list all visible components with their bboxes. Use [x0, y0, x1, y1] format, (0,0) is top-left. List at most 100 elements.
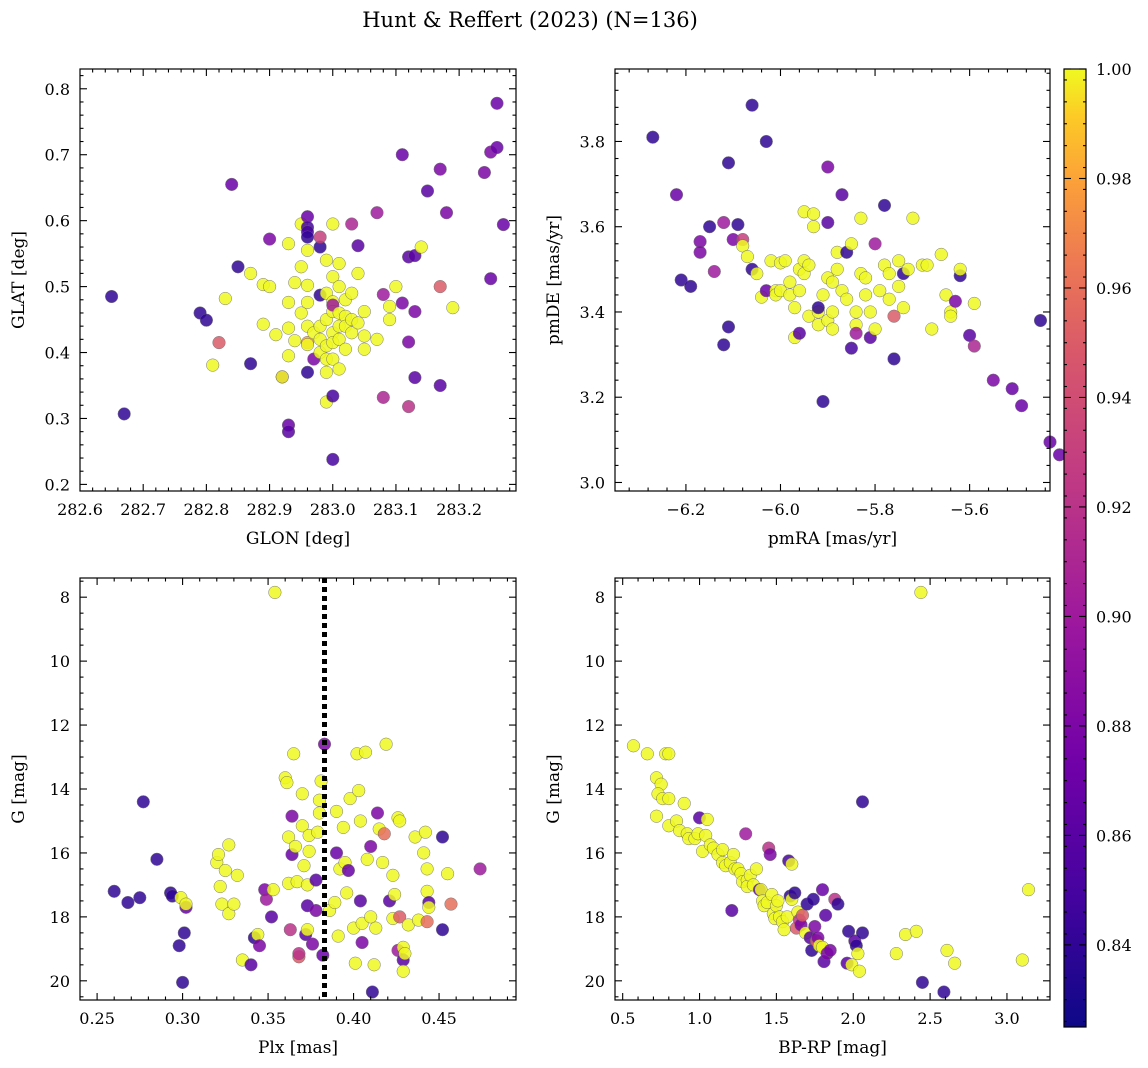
- y-tick-label: 0.2: [45, 475, 70, 494]
- data-point: [302, 844, 316, 858]
- data-point: [444, 897, 458, 911]
- data-point: [244, 958, 258, 972]
- data-point: [244, 357, 258, 371]
- data-point: [892, 279, 906, 293]
- x-tick-label: 282.6: [57, 500, 103, 519]
- data-point: [244, 266, 258, 280]
- data-point: [892, 254, 906, 268]
- data-point: [726, 847, 740, 862]
- x-axis-label: BP-RP [mag]: [778, 1038, 887, 1058]
- data-point: [707, 264, 721, 279]
- data-point: [1015, 953, 1029, 967]
- data-point: [172, 939, 186, 953]
- data-point: [300, 365, 315, 379]
- data-point: [1021, 883, 1036, 897]
- data-point: [133, 891, 147, 905]
- data-point: [264, 910, 279, 924]
- x-tick-label: 0.45: [421, 1009, 457, 1028]
- data-point: [222, 838, 236, 852]
- y-tick-label: 3.0: [580, 473, 605, 492]
- data-point: [750, 267, 764, 281]
- subplots: 282.6 282.7 282.8 282.9 283.0 283.1 283.2 0.2 0.…: [9, 68, 1067, 1058]
- y-axis-label: pmDE [mas/yr]: [544, 215, 564, 345]
- data-point: [717, 338, 731, 352]
- data-point: [823, 943, 837, 957]
- data-point: [669, 188, 684, 202]
- data-point: [906, 211, 920, 225]
- data-point: [778, 254, 792, 268]
- y-tick-label: 16: [585, 844, 605, 863]
- data-point: [295, 819, 309, 833]
- data-point: [490, 96, 504, 110]
- data-point: [305, 937, 320, 951]
- y-axis-label: G [mag]: [9, 754, 29, 823]
- data-point: [420, 184, 435, 198]
- x-tick-label: −5.8: [856, 500, 895, 519]
- data-point: [300, 230, 315, 244]
- data-point: [396, 964, 410, 978]
- data-point: [740, 250, 754, 264]
- scatter-points: [626, 585, 1036, 999]
- data-point: [849, 326, 863, 340]
- data-point: [821, 160, 835, 174]
- data-point: [282, 830, 296, 844]
- data-point: [351, 266, 365, 280]
- y-tick-label: 18: [50, 908, 70, 927]
- data-point: [285, 809, 299, 823]
- data-point: [420, 884, 434, 898]
- data-point: [807, 220, 821, 234]
- data-point: [367, 958, 381, 972]
- data-point: [700, 812, 714, 826]
- data-point: [230, 868, 244, 882]
- data-point: [105, 289, 119, 304]
- data-point: [402, 400, 416, 414]
- data-point: [179, 897, 193, 911]
- scatter-points: [646, 98, 1067, 462]
- data-point: [300, 338, 315, 352]
- data-point: [177, 926, 191, 940]
- data-point: [662, 747, 676, 761]
- data-point: [365, 985, 379, 999]
- data-point: [854, 211, 868, 225]
- data-point: [859, 288, 873, 302]
- data-point: [901, 262, 915, 276]
- data-point: [830, 262, 844, 276]
- data-point: [266, 883, 280, 897]
- data-point: [300, 923, 314, 937]
- y-tick-label: 3.2: [580, 388, 605, 407]
- data-point: [490, 140, 504, 155]
- data-point: [341, 863, 355, 878]
- subplot-4: 0.5 1.0 1.5 2.0 2.5 3.0 8 10 12 14 16 18 20 BP-RP [ma…: [544, 577, 1051, 1058]
- data-point: [263, 280, 277, 294]
- data-point: [319, 253, 333, 267]
- data-point: [281, 295, 296, 309]
- data-point: [376, 287, 390, 302]
- data-point: [433, 162, 447, 176]
- data-point: [944, 309, 958, 323]
- data-point: [435, 923, 450, 937]
- data-point: [294, 306, 308, 320]
- data-point: [446, 301, 460, 315]
- data-point: [693, 245, 707, 259]
- data-point: [640, 747, 654, 761]
- data-point: [844, 237, 858, 251]
- x-tick-label: 2.0: [841, 1009, 866, 1028]
- subplot-2: −6.2 −6.0 −5.8 −5.6 3.0 3.2 3.4 3.6 3.8 pmRA [mas…: [544, 68, 1067, 549]
- data-point: [288, 839, 302, 854]
- data-point: [717, 215, 731, 230]
- data-point: [357, 305, 371, 319]
- data-point: [355, 935, 369, 950]
- x-tick-label: 0.30: [165, 1009, 201, 1028]
- data-point: [792, 284, 806, 298]
- data-point: [948, 956, 962, 970]
- y-tick-label: 3.8: [580, 132, 605, 151]
- data-point: [231, 260, 245, 274]
- data-point: [357, 329, 371, 343]
- data-point: [433, 280, 447, 294]
- y-tick-label: 14: [585, 780, 605, 799]
- data-point: [383, 299, 397, 313]
- data-point: [877, 198, 892, 212]
- x-tick-label: 3.0: [994, 1009, 1019, 1028]
- data-point: [842, 924, 856, 938]
- data-point: [835, 188, 849, 202]
